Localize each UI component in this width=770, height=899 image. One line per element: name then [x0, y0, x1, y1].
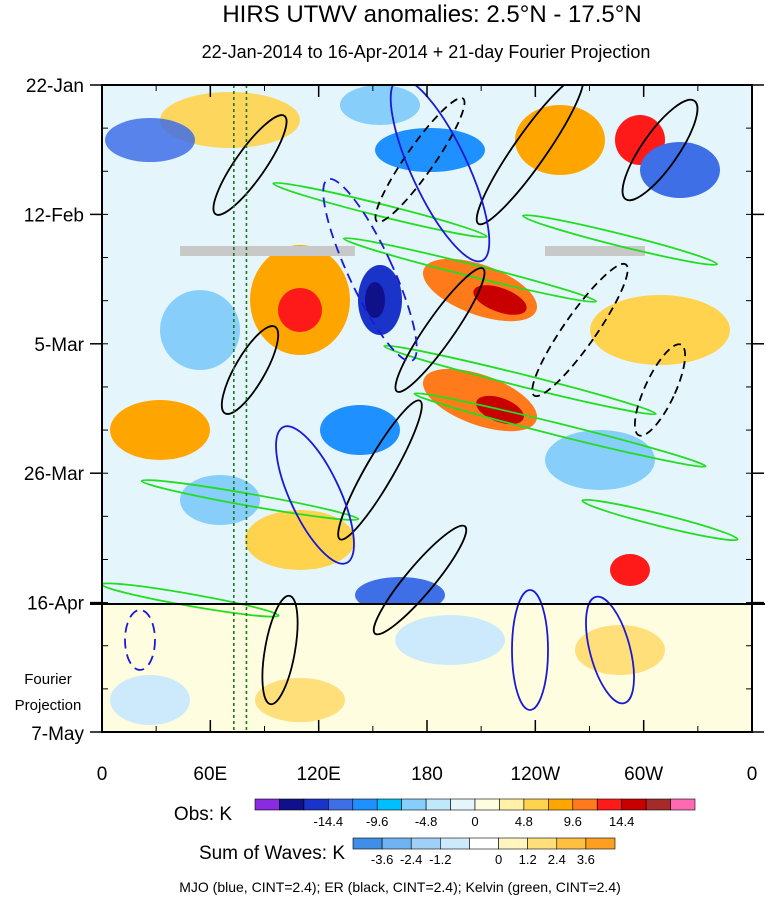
waves-colorbar-tick-label: 0: [495, 852, 502, 867]
y-tick-label: 7-May: [31, 724, 84, 745]
x-tick-label: 60E: [193, 764, 227, 785]
x-tick-label: 120E: [296, 764, 340, 785]
waves-colorbar-swatch: [440, 837, 470, 850]
obs-colorbar-swatch: [499, 798, 525, 811]
y-tick-label: 16-Apr: [27, 594, 85, 615]
obs-colorbar-label: Obs: K: [174, 804, 232, 825]
y-tick-label: 26-Mar: [24, 464, 85, 485]
obs-colorbar-swatch: [352, 798, 378, 811]
kelvin-contours: [102, 181, 739, 618]
obs-colorbar-swatch: [621, 798, 647, 811]
waves-colorbar: -3.6 -2.4 -1.2 0 1.2 2.4 3.6: [352, 837, 616, 867]
waves-colorbar-tick-label: -3.6: [371, 852, 393, 867]
waves-colorbar-tick-label: 3.6: [577, 852, 595, 867]
obs-colorbar-swatch: [303, 798, 329, 811]
obs-colorbar-swatch: [328, 798, 354, 811]
obs-colorbar-tick-label: -4.8: [415, 814, 437, 829]
obs-colorbar-swatch: [596, 798, 622, 811]
waves-colorbar-tick-label: -2.4: [400, 852, 422, 867]
waves-colorbar-swatch: [498, 837, 528, 850]
obs-colorbar-swatch: [450, 798, 476, 811]
obs-colorbar-tick-label: 14.4: [609, 814, 634, 829]
obs-colorbar-swatch: [425, 798, 451, 811]
waves-colorbar-swatch: [469, 837, 499, 850]
obs-colorbar-swatch: [376, 798, 402, 811]
y-tick-label: 5-Mar: [34, 335, 84, 356]
waves-colorbar-tick-label: 1.2: [519, 852, 537, 867]
x-tick-label: 180: [411, 764, 443, 785]
obs-colorbar-swatch: [401, 798, 427, 811]
obs-colorbar-tick-label: 0: [471, 814, 478, 829]
axes: 0 60E 120E 180 120W 60W 0 22-Jan 12-Feb 5-Mar 26-M…: [24, 76, 764, 785]
x-tick-label: 120W: [511, 764, 561, 785]
plot-area: [102, 85, 752, 732]
obs-colorbar-tick-label: 9.6: [564, 814, 582, 829]
projection-label-line2: Projection: [15, 697, 82, 714]
obs-colorbar-swatch: [548, 798, 574, 811]
obs-colorbar-swatch: [474, 798, 500, 811]
obs-colorbar-swatch: [670, 798, 696, 811]
y-tick-label: 22-Jan: [26, 76, 84, 97]
projection-label-line1: Fourier: [24, 671, 72, 688]
obs-colorbar-tick-label: -9.6: [366, 814, 388, 829]
mjo-contours: [124, 85, 635, 711]
waves-colorbar-swatch: [410, 837, 441, 850]
er-contours: [212, 85, 699, 706]
chart-title: HIRS UTWV anomalies: 2.5°N - 17.5°N: [222, 1, 641, 28]
obs-colorbar-swatch: [645, 798, 671, 811]
waves-colorbar-swatch: [556, 837, 587, 850]
obs-colorbar-swatch: [254, 798, 280, 811]
obs-colorbar-swatch: [279, 798, 305, 811]
waves-colorbar-swatch: [352, 837, 383, 850]
waves-colorbar-swatch: [381, 837, 412, 850]
waves-colorbar-swatch: [527, 837, 558, 850]
obs-colorbar-tick-label: -14.4: [314, 814, 344, 829]
obs-colorbar-tick-label: 4.8: [515, 814, 533, 829]
x-tick-label: 60W: [624, 764, 663, 785]
waves-colorbar-tick-label: 2.4: [548, 852, 566, 867]
chart-subtitle: 22-Jan-2014 to 16-Apr-2014 + 21-day Four…: [202, 42, 651, 62]
contour-legend: MJO (blue, CINT=2.4); ER (black, CINT=2.…: [179, 879, 621, 895]
obs-colorbar-swatch: [523, 798, 549, 811]
waves-colorbar-label: Sum of Waves: K: [199, 843, 345, 864]
obs-colorbar: -14.4 -9.6 -4.8 0 4.8 9.6 14.4: [254, 798, 696, 829]
obs-colorbar-swatch: [572, 798, 598, 811]
waves-colorbar-tick-label: -1.2: [429, 852, 451, 867]
waves-colorbar-swatch: [585, 837, 616, 850]
x-tick-label: 0: [747, 764, 758, 785]
y-tick-label: 12-Feb: [24, 205, 84, 226]
x-tick-label: 0: [97, 764, 108, 785]
